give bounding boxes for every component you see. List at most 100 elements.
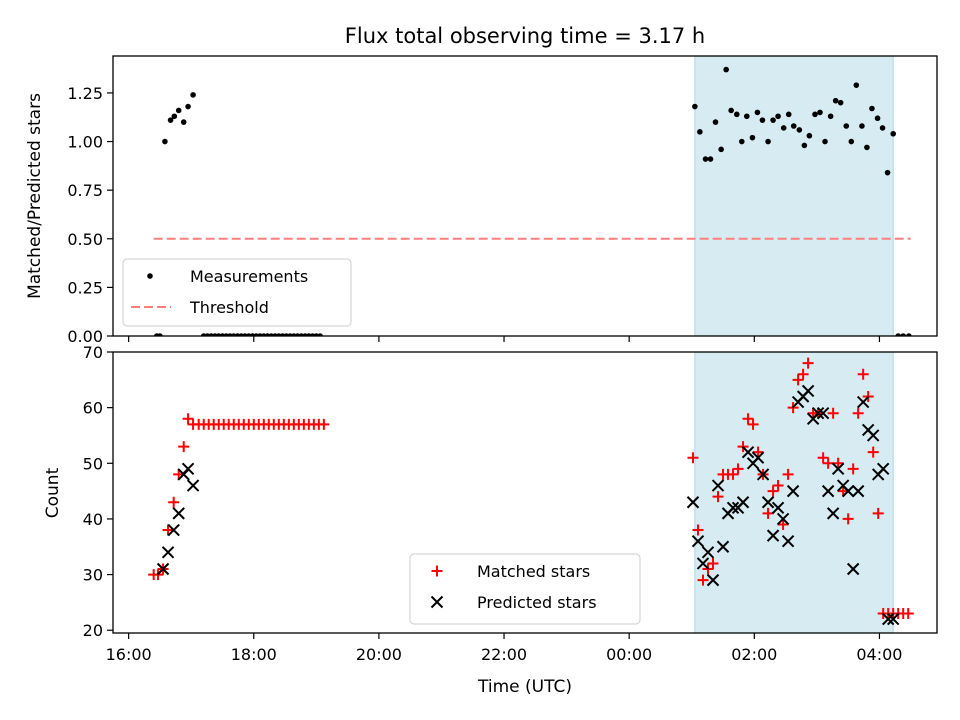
chart-title: Flux total observing time = 3.17 h <box>345 24 705 48</box>
bottom-matched-stars-point <box>687 452 699 464</box>
bottom-legend-entry-matched-stars-swatch <box>431 565 443 577</box>
bottom-matched-stars-point <box>747 418 759 430</box>
bottom-matched-stars-point <box>727 468 739 480</box>
top-measurements-point <box>171 113 178 120</box>
top-measurements-point <box>895 333 902 336</box>
bottom-predicted-stars-point <box>706 573 720 587</box>
bottom-predicted-stars-point <box>826 507 840 520</box>
top-measurements-point <box>162 138 168 145</box>
top-legend-box <box>122 258 352 327</box>
top-measurements-point <box>890 130 897 137</box>
top-measurements-point <box>733 111 740 118</box>
top-measurements-point <box>796 127 803 133</box>
bottom-predicted-stars-point <box>886 612 900 626</box>
bottom-y-axis-label: Count <box>43 467 63 518</box>
top-measurements-point <box>702 156 709 162</box>
bottom-matched-stars-point <box>802 357 814 369</box>
bottom-predicted-stars-point <box>181 462 195 476</box>
bottom-matched-stars-point <box>742 413 754 425</box>
bottom-matched-stars-point <box>797 368 809 380</box>
bottom-matched-stars-point <box>827 407 839 419</box>
top-legend-entry-measurements-swatch <box>147 273 153 279</box>
top-measurements-point <box>848 138 855 145</box>
bottom-predicted-stars-point <box>696 557 710 570</box>
bottom-x-tick-label: 18:00 <box>231 645 277 664</box>
bottom-matched-stars-point <box>697 574 709 586</box>
bottom-predicted-stars-point <box>711 479 725 492</box>
top-measurements-point <box>180 119 187 125</box>
top-measurements-point <box>806 132 813 139</box>
top-measurements-point <box>770 117 776 123</box>
top-measurements-point <box>780 125 787 131</box>
bottom-predicted-stars-point <box>786 484 800 498</box>
bottom-predicted-stars-point <box>686 496 700 509</box>
top-measurements-point <box>801 142 808 149</box>
top-measurements-point <box>185 103 191 110</box>
bottom-predicted-stars-point <box>156 562 170 576</box>
top-measurements-point <box>859 123 865 129</box>
top-y-tick-label: 0.25 <box>67 278 103 297</box>
top-measurements-point <box>853 82 860 88</box>
top-measurements-point <box>869 105 875 112</box>
bottom-matched-stars-point <box>767 485 779 497</box>
bottom-predicted-stars-point <box>756 468 770 481</box>
bottom-matched-stars-point <box>842 513 854 525</box>
top-y-axis-label: Matched/Predicted stars <box>25 93 45 299</box>
bottom-x-tick-label: 16:00 <box>106 645 152 664</box>
top-measurements-point <box>874 115 881 122</box>
top-measurements-point <box>843 123 850 129</box>
top-y-tick-label: 0.50 <box>67 230 103 249</box>
bottom-matched-stars-point <box>782 468 794 480</box>
bottom-x-tick-label: 00:00 <box>606 645 652 664</box>
bottom-predicted-stars-point <box>691 534 705 548</box>
bottom-matched-stars-point <box>822 457 834 469</box>
bottom-predicted-stars-point <box>186 479 200 492</box>
bottom-matched-stars-point <box>817 452 829 464</box>
bottom-matched-stars-point <box>318 418 330 430</box>
top-measurements-point <box>765 138 771 145</box>
bottom-matched-stars-point <box>762 507 774 519</box>
bottom-matched-stars-point <box>902 608 914 620</box>
bottom-matched-stars-point <box>182 413 194 425</box>
top-measurements-point <box>790 123 797 129</box>
bottom-matched-stars-point <box>692 524 704 536</box>
top-measurements-point <box>167 117 174 123</box>
top-measurements-point <box>190 92 196 98</box>
bottom-predicted-stars-point <box>167 523 180 537</box>
top-legend-entry-threshold-label: Threshold <box>189 298 269 317</box>
top-y-tick-label: 1.25 <box>67 84 103 103</box>
bottom-predicted-stars-point <box>801 384 815 398</box>
bottom-y-tick-label: 70 <box>83 343 103 362</box>
bottom-predicted-stars-point <box>726 501 740 515</box>
bottom-y-tick-label: 40 <box>83 510 103 529</box>
top-plot-area <box>153 66 912 336</box>
bottom-matched-stars-point <box>707 557 719 569</box>
top-measurements-point <box>884 169 891 176</box>
bottom-matched-stars-point <box>178 441 190 453</box>
top-measurements-point <box>317 333 323 336</box>
bottom-predicted-stars-point <box>811 407 825 420</box>
top-measurements-point <box>812 111 818 118</box>
bottom-predicted-stars-point <box>816 407 830 420</box>
bottom-predicted-stars-point <box>701 546 715 559</box>
top-measurements-point <box>175 107 182 114</box>
bottom-predicted-stars-point <box>161 546 175 559</box>
top-measurements-point <box>697 129 703 135</box>
top-y-tick-label: 1.00 <box>67 133 103 152</box>
top-measurements-point <box>759 117 766 123</box>
bottom-predicted-stars-point <box>846 562 860 576</box>
bottom-x-tick-label: 04:00 <box>856 645 902 664</box>
top-measurements-point <box>832 97 839 104</box>
top-measurements-point <box>879 125 886 131</box>
top-measurements-point <box>817 109 823 116</box>
top-measurements-point <box>900 333 907 336</box>
bottom-matched-stars-point <box>752 446 764 458</box>
top-measurements-point <box>822 138 828 145</box>
bottom-predicted-stars-point <box>172 507 185 520</box>
top-y-tick-label: 0.75 <box>67 181 103 200</box>
bottom-predicted-stars-point <box>851 484 865 498</box>
bottom-predicted-stars-point <box>736 496 750 509</box>
bottom-predicted-stars-point <box>831 462 845 476</box>
bottom-predicted-stars-point <box>781 534 795 548</box>
bottom-matched-stars-point <box>712 491 724 503</box>
